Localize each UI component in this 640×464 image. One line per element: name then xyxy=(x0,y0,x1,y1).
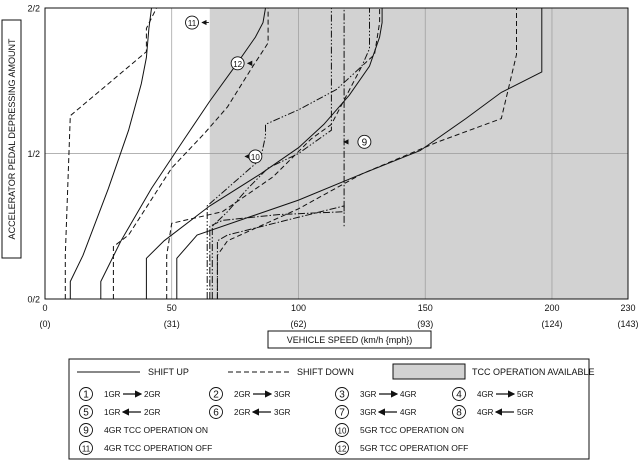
shift-curve-1 xyxy=(69,7,152,299)
legend-gear-from: 3GR xyxy=(360,408,377,417)
legend-number-circle xyxy=(209,405,223,419)
tcc-line-11 xyxy=(206,8,370,299)
x-axis-label: VEHICLE SPEED (km/h {mph}) xyxy=(287,335,413,345)
legend-gear-to: 2GR xyxy=(144,408,161,417)
legend-gear-to: 3GR xyxy=(274,408,291,417)
x-tick-label-mph: (124) xyxy=(541,319,562,329)
y-tick-label: 0/2 xyxy=(27,295,40,305)
x-tick-label-mph: (62) xyxy=(290,319,306,329)
x-tick-label: 0 xyxy=(42,303,47,313)
legend-tcc-text: 5GR TCC OPERATION ON xyxy=(360,425,464,435)
shift-curve-2 xyxy=(100,7,266,299)
legend-gear-to: 4GR xyxy=(400,408,417,417)
legend-number-circle xyxy=(79,405,93,419)
legend-number: 1 xyxy=(83,390,89,401)
legend-gear-to: 2GR xyxy=(144,390,161,399)
x-tick-label-mph: (143) xyxy=(617,319,638,329)
legend-gear-from: 1GR xyxy=(104,390,121,399)
y-tick-label: 2/2 xyxy=(27,4,40,14)
plot-frame xyxy=(44,7,629,300)
legend-number: 8 xyxy=(456,408,462,419)
legend-gear-to: 5GR xyxy=(517,408,534,417)
legend-number-circle xyxy=(335,441,349,455)
legend-gear-from: 3GR xyxy=(360,390,377,399)
x-tick-label-mph: (31) xyxy=(164,319,180,329)
x-tick-label: 200 xyxy=(544,303,559,313)
legend-number-circle xyxy=(452,387,466,401)
curve-label-circle-11 xyxy=(185,15,199,30)
x-tick-label: 50 xyxy=(167,303,177,313)
curve-label-10: 10 xyxy=(251,153,260,162)
shift-curve-5 xyxy=(64,7,157,299)
shift-curve-8 xyxy=(216,8,517,299)
legend-shift-up-label: SHIFT UP xyxy=(148,367,189,377)
shift-curve-4 xyxy=(176,8,543,299)
tcc-line-9 xyxy=(209,8,345,299)
x-tick-label: 230 xyxy=(620,303,635,313)
curve-label-circle-9 xyxy=(357,134,372,149)
legend-gear-from: 1GR xyxy=(104,408,121,417)
legend-number: 11 xyxy=(82,445,91,454)
legend-number-circle xyxy=(79,387,93,401)
curve-label-9: 9 xyxy=(362,137,368,148)
x-tick-label: 150 xyxy=(418,303,433,313)
legend-gear-to: 3GR xyxy=(274,390,291,399)
legend-gear-from: 2GR xyxy=(234,390,251,399)
x-tick-label-mph: (0) xyxy=(40,319,51,329)
y-tick-label: 1/2 xyxy=(27,149,40,159)
legend-number: 12 xyxy=(338,445,347,454)
x-tick-label-mph: (93) xyxy=(417,319,433,329)
shift-curve-7 xyxy=(166,8,381,299)
legend-number-circle xyxy=(335,423,349,437)
legend-tcc-swatch xyxy=(392,363,466,380)
legend-number: 10 xyxy=(338,427,347,436)
tcc-line-10 xyxy=(216,205,345,299)
legend-gear-from: 4GR xyxy=(477,408,494,417)
y-axis-label-box xyxy=(1,19,22,259)
shift-curve-6 xyxy=(112,8,269,299)
legend-number-circle xyxy=(452,405,466,419)
curve-label-11: 11 xyxy=(188,19,197,28)
legend-box xyxy=(68,358,590,460)
legend-number: 6 xyxy=(213,408,219,419)
legend-number-circle xyxy=(209,387,223,401)
legend-tcc-text: 5GR TCC OPERATION OFF xyxy=(360,443,468,453)
legend-gear-to: 4GR xyxy=(400,390,417,399)
shift-curve-3 xyxy=(145,8,383,299)
x-axis-label-box xyxy=(267,330,432,349)
legend-number: 7 xyxy=(339,408,345,419)
legend-gear-from: 4GR xyxy=(477,390,494,399)
legend-number: 4 xyxy=(456,390,462,401)
x-tick-label: 100 xyxy=(291,303,306,313)
y-axis-label: ACCELERATOR PEDAL DEPRESSING AMOUNT xyxy=(7,38,17,239)
legend-number-circle xyxy=(79,423,93,437)
legend-tcc-available-label: TCC OPERATION AVAILABLE xyxy=(472,367,595,377)
legend-number: 9 xyxy=(83,426,89,437)
curve-label-circle-12 xyxy=(230,56,245,71)
curve-label-12: 12 xyxy=(233,60,242,69)
legend-tcc-text: 4GR TCC OPERATION ON xyxy=(104,425,208,435)
tcc-line-12 xyxy=(211,8,332,299)
legend-number-circle xyxy=(335,405,349,419)
legend-gear-to: 5GR xyxy=(517,390,534,399)
legend-shift-down-label: SHIFT DOWN xyxy=(297,367,354,377)
legend-number: 2 xyxy=(213,390,219,401)
legend-number-circle xyxy=(335,387,349,401)
legend-number: 3 xyxy=(339,390,345,401)
legend-number-circle xyxy=(79,441,93,455)
legend-gear-from: 2GR xyxy=(234,408,251,417)
legend-number: 5 xyxy=(83,408,89,419)
legend-tcc-text: 4GR TCC OPERATION OFF xyxy=(104,443,212,453)
